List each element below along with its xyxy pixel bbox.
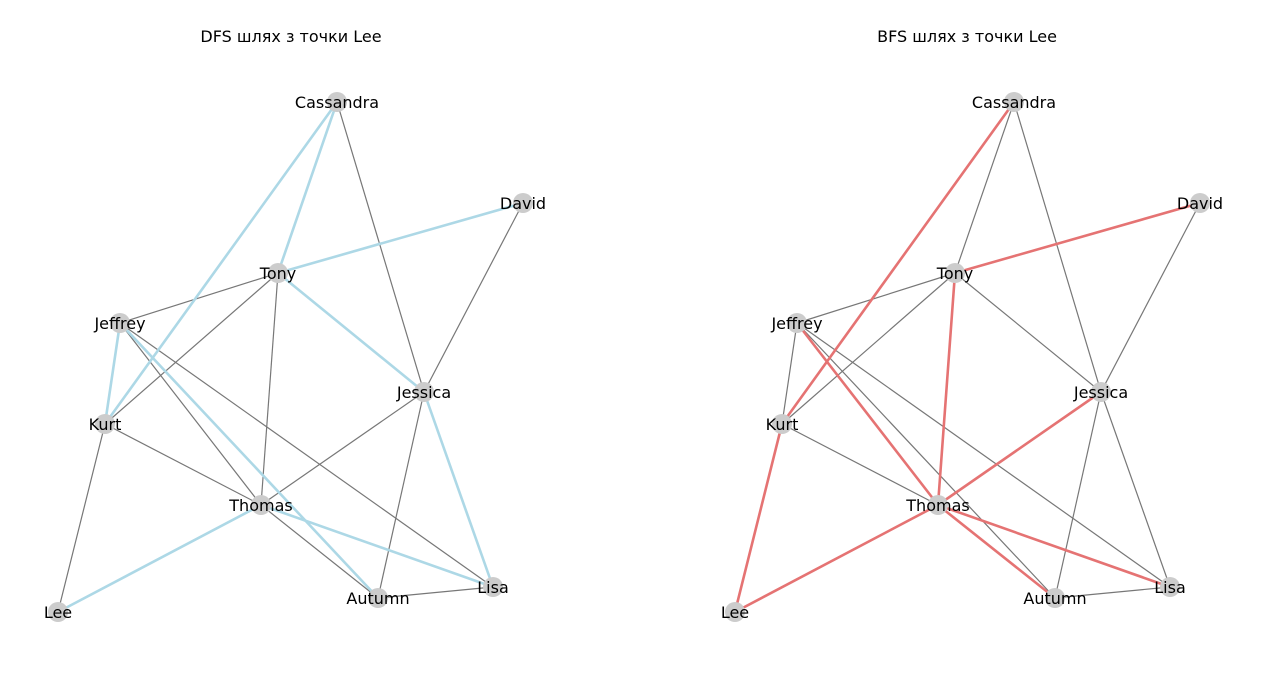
bfs-node-tony xyxy=(945,263,965,283)
dfs-path-edge-tony-cassandra xyxy=(276,100,339,275)
dfs-path-edge-thomas-lisa xyxy=(259,503,495,589)
dfs-edge-jeffrey-lisa xyxy=(119,322,494,588)
bfs-node-label-lee: Lee xyxy=(721,603,749,622)
dfs-node-label-lisa: Lisa xyxy=(477,578,509,597)
bfs-path-edge-thomas-autumn xyxy=(936,503,1057,600)
bfs-edge-jeffrey-autumn xyxy=(796,322,1056,599)
dfs-edge-jessica-autumn xyxy=(377,391,425,599)
dfs-edge-autumn-lisa xyxy=(377,586,494,599)
bfs-edge-david-jessica xyxy=(1100,202,1201,393)
bfs-node-jeffrey xyxy=(787,313,807,333)
bfs-node-label-cassandra: Cassandra xyxy=(972,93,1056,112)
dfs-node-label-cassandra: Cassandra xyxy=(295,93,379,112)
bfs-node-label-tony: Tony xyxy=(936,264,973,283)
bfs-node-kurt xyxy=(772,414,792,434)
bfs-node-label-kurt: Kurt xyxy=(766,415,799,434)
dfs-edge-thomas-autumn xyxy=(260,504,379,599)
bfs-edge-tony-jessica xyxy=(954,272,1102,393)
dfs-edge-thomas-jessica xyxy=(260,391,425,506)
dfs-edge-cassandra-jessica xyxy=(336,101,425,393)
dfs-node-david xyxy=(513,193,533,213)
dfs-node-tony xyxy=(268,263,288,283)
bfs-node-autumn xyxy=(1045,588,1065,608)
dfs-nodes xyxy=(48,92,533,622)
bfs-edge-jeffrey-kurt xyxy=(781,322,798,425)
bfs-node-label-thomas: Thomas xyxy=(905,496,969,515)
dfs-node-label-david: David xyxy=(500,194,546,213)
dfs-path-edge-tony-david xyxy=(276,201,525,275)
bfs-path-edge-thomas-lisa xyxy=(936,503,1172,589)
bfs-node-cassandra xyxy=(1004,92,1024,112)
dfs-panel-title: DFS шлях з точки Lee xyxy=(200,27,381,46)
dfs-node-label-jessica: Jessica xyxy=(396,383,451,402)
bfs-node-jessica xyxy=(1091,382,1111,402)
dfs-path-edge-lee-thomas xyxy=(56,503,263,614)
dfs-node-thomas xyxy=(251,495,271,515)
dfs-edge-jeffrey-thomas xyxy=(119,322,262,506)
dfs-path-edge-jeffrey-autumn xyxy=(118,321,380,600)
dfs-node-label-kurt: Kurt xyxy=(89,415,122,434)
dfs-node-cassandra xyxy=(327,92,347,112)
bfs-node-thomas xyxy=(928,495,948,515)
dfs-node-label-thomas: Thomas xyxy=(228,496,292,515)
dfs-node-autumn xyxy=(368,588,388,608)
bfs-edge-tony-kurt xyxy=(781,272,956,425)
dfs-edge-tony-kurt xyxy=(104,272,279,425)
bfs-node-label-lisa: Lisa xyxy=(1154,578,1186,597)
bfs-node-label-autumn: Autumn xyxy=(1023,589,1086,608)
bfs-node-lisa xyxy=(1160,577,1180,597)
bfs-edge-tony-jeffrey xyxy=(796,272,956,324)
dfs-edge-kurt-thomas xyxy=(104,423,262,506)
dfs-edge-david-jessica xyxy=(423,202,524,393)
dfs-edge-tony-thomas xyxy=(260,272,279,506)
dfs-node-label-jeffrey: Jeffrey xyxy=(93,314,145,333)
bfs-edge-cassandra-jessica xyxy=(1013,101,1102,393)
bfs-edge-cassandra-tony xyxy=(954,101,1015,274)
bfs-edge-autumn-lisa xyxy=(1054,586,1171,599)
bfs-path-edge-thomas-jessica xyxy=(936,390,1103,507)
dfs-path-edges xyxy=(56,100,525,614)
dfs-panel: DFS шлях з точки Lee Cassandra David Tony J… xyxy=(44,27,546,622)
bfs-path-edge-kurt-cassandra xyxy=(780,100,1016,426)
dfs-node-jeffrey xyxy=(110,313,130,333)
dfs-edge-tony-jeffrey xyxy=(119,272,279,324)
bfs-node-lee xyxy=(725,602,745,622)
dfs-path-edge-kurt-jeffrey xyxy=(103,321,122,426)
bfs-node-label-david: David xyxy=(1177,194,1223,213)
bfs-panel-title: BFS шлях з точки Lee xyxy=(877,27,1057,46)
dfs-node-jessica xyxy=(414,382,434,402)
bfs-node-labels: Cassandra David Tony Jeffrey Jessica Kurt Thom… xyxy=(721,93,1223,622)
bfs-path-edge-thomas-jeffrey xyxy=(795,321,940,507)
bfs-edges xyxy=(734,101,1201,613)
dfs-node-lisa xyxy=(483,577,503,597)
bfs-path-edges xyxy=(733,100,1202,614)
bfs-edge-jessica-lisa xyxy=(1100,391,1171,588)
dfs-path-edge-jessica-tony xyxy=(276,271,426,394)
bfs-nodes xyxy=(725,92,1210,622)
bfs-edge-jessica-autumn xyxy=(1054,391,1102,599)
bfs-path-edge-lee-thomas xyxy=(733,503,940,614)
dfs-edge-kurt-lee xyxy=(57,423,106,613)
dfs-edges xyxy=(57,101,524,613)
bfs-path-edge-tony-david xyxy=(953,201,1202,275)
bfs-edge-jeffrey-lisa xyxy=(796,322,1171,588)
dfs-node-labels: Cassandra David Tony Jeffrey Jessica Kurt Thom… xyxy=(44,93,546,622)
bfs-node-label-jessica: Jessica xyxy=(1073,383,1128,402)
dfs-path-edge-cassandra-kurt xyxy=(103,100,339,426)
dfs-node-label-lee: Lee xyxy=(44,603,72,622)
bfs-path-edge-lee-kurt xyxy=(733,422,784,614)
bfs-path-edge-thomas-tony xyxy=(936,271,957,507)
bfs-node-label-jeffrey: Jeffrey xyxy=(770,314,822,333)
dfs-node-lee xyxy=(48,602,68,622)
dfs-node-label-autumn: Autumn xyxy=(346,589,409,608)
bfs-edge-kurt-thomas xyxy=(781,423,939,506)
dfs-node-label-tony: Tony xyxy=(259,264,296,283)
dfs-node-kurt xyxy=(95,414,115,434)
bfs-panel: BFS шлях з точки Lee Cassandra David Tony J… xyxy=(721,27,1223,622)
bfs-node-david xyxy=(1190,193,1210,213)
dfs-path-edge-lisa-jessica xyxy=(422,390,495,589)
